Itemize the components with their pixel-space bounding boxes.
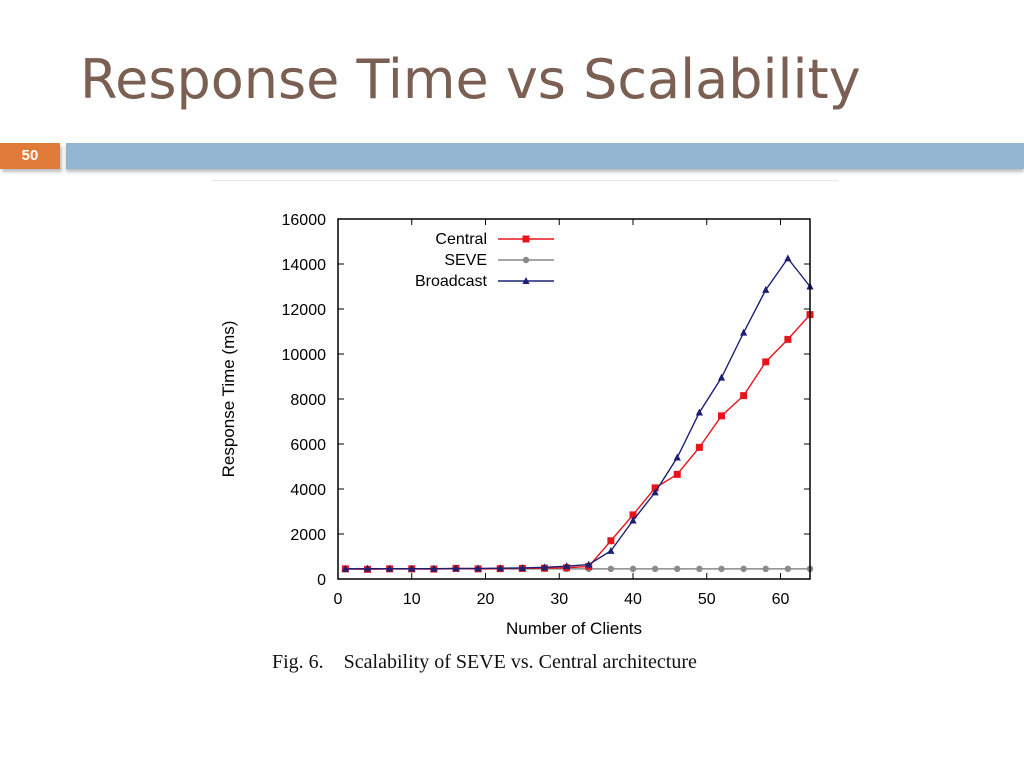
series-seve-point <box>629 565 637 573</box>
series-broadcast-point <box>518 563 526 571</box>
y-tick-label: 0 <box>317 572 326 589</box>
legend-marker-central <box>522 235 530 243</box>
series-broadcast <box>341 254 814 572</box>
series-seve-point <box>762 565 769 573</box>
y-tick-label: 12000 <box>282 302 327 319</box>
header-bar <box>66 143 1024 169</box>
series-broadcast-point <box>452 564 460 572</box>
series-broadcast-point <box>740 328 748 336</box>
response-time-chart: 0 10 20 30 40 50 60 0 2000 4000 6000 8000 10000 12000… <box>219 212 814 638</box>
series-central-point <box>762 358 770 366</box>
x-tick-label: 50 <box>698 591 716 608</box>
series-broadcast-point <box>717 373 726 381</box>
slide-number: 50 <box>0 143 60 169</box>
series-seve-point <box>718 565 725 573</box>
series-broadcast-point <box>408 564 416 572</box>
series-broadcast-point <box>585 560 593 568</box>
series-broadcast-point <box>430 564 438 572</box>
legend-label-seve: SEVE <box>444 252 487 269</box>
x-tick-label: 10 <box>403 591 421 608</box>
series-seve-point <box>651 565 659 573</box>
series-seve-point <box>696 565 703 573</box>
y-axis-title: Response Time (ms) <box>219 321 238 478</box>
series-broadcast-point <box>695 408 703 416</box>
legend-label-central: Central <box>435 231 487 248</box>
figure-image: 0 10 20 30 40 50 60 0 2000 4000 6000 8000 10000 12000… <box>212 180 838 691</box>
series-central-point <box>695 443 703 451</box>
x-tick-label: 0 <box>334 591 343 608</box>
series-seve-point <box>674 565 681 573</box>
series-central-point <box>629 511 637 519</box>
series-central-point <box>651 484 659 492</box>
x-axis-title: Number of Clients <box>506 619 642 638</box>
series-central <box>341 311 814 573</box>
series-broadcast-point <box>496 564 504 572</box>
x-tick-label: 20 <box>477 591 495 608</box>
series-broadcast-point <box>563 562 571 570</box>
y-tick-label: 8000 <box>290 392 326 409</box>
x-tick-label: 30 <box>550 591 568 608</box>
series-broadcast-point <box>607 546 615 554</box>
series-broadcast-line <box>345 257 811 570</box>
series-central-line <box>345 314 811 571</box>
series-central-point <box>740 392 748 400</box>
y-tick-label: 4000 <box>290 482 326 499</box>
series-broadcast-point <box>363 564 372 572</box>
series-broadcast-point <box>651 488 659 496</box>
y-tick-label: 6000 <box>290 437 326 454</box>
series-central-point <box>784 335 792 343</box>
x-tick-label: 60 <box>772 591 790 608</box>
series-central-point <box>673 470 681 478</box>
axis-layer: 0 10 20 30 40 50 60 0 2000 4000 6000 8000 10000 12000… <box>282 212 810 608</box>
series-broadcast-point <box>540 563 549 571</box>
y-tick-label: 10000 <box>282 347 327 364</box>
legend: Central SEVE Broadcast <box>415 231 554 290</box>
legend-marker-seve <box>522 256 530 264</box>
series-broadcast-point <box>341 564 349 572</box>
series-central-point <box>607 537 615 545</box>
series-layer <box>341 254 814 573</box>
series-central-point <box>718 412 725 420</box>
y-tick-label: 2000 <box>290 527 326 544</box>
series-broadcast-point <box>762 285 770 293</box>
series-broadcast-point <box>629 516 637 524</box>
y-tick-label: 14000 <box>282 257 327 274</box>
series-seve-point <box>607 565 615 573</box>
x-tick-label: 40 <box>624 591 642 608</box>
series-seve-point <box>740 565 747 573</box>
series-broadcast-point <box>784 254 792 262</box>
figure-caption: Fig. 6. Scalability of SEVE vs. Central … <box>272 651 697 673</box>
legend-marker-broadcast <box>522 277 530 284</box>
series-seve-point <box>784 565 792 573</box>
series-broadcast-point <box>673 453 681 461</box>
series-broadcast-point <box>386 564 394 572</box>
y-tick-label: 16000 <box>282 212 327 229</box>
series-broadcast-point <box>474 564 482 572</box>
legend-label-broadcast: Broadcast <box>415 273 488 290</box>
slide-title: Response Time vs Scalability <box>80 48 861 111</box>
